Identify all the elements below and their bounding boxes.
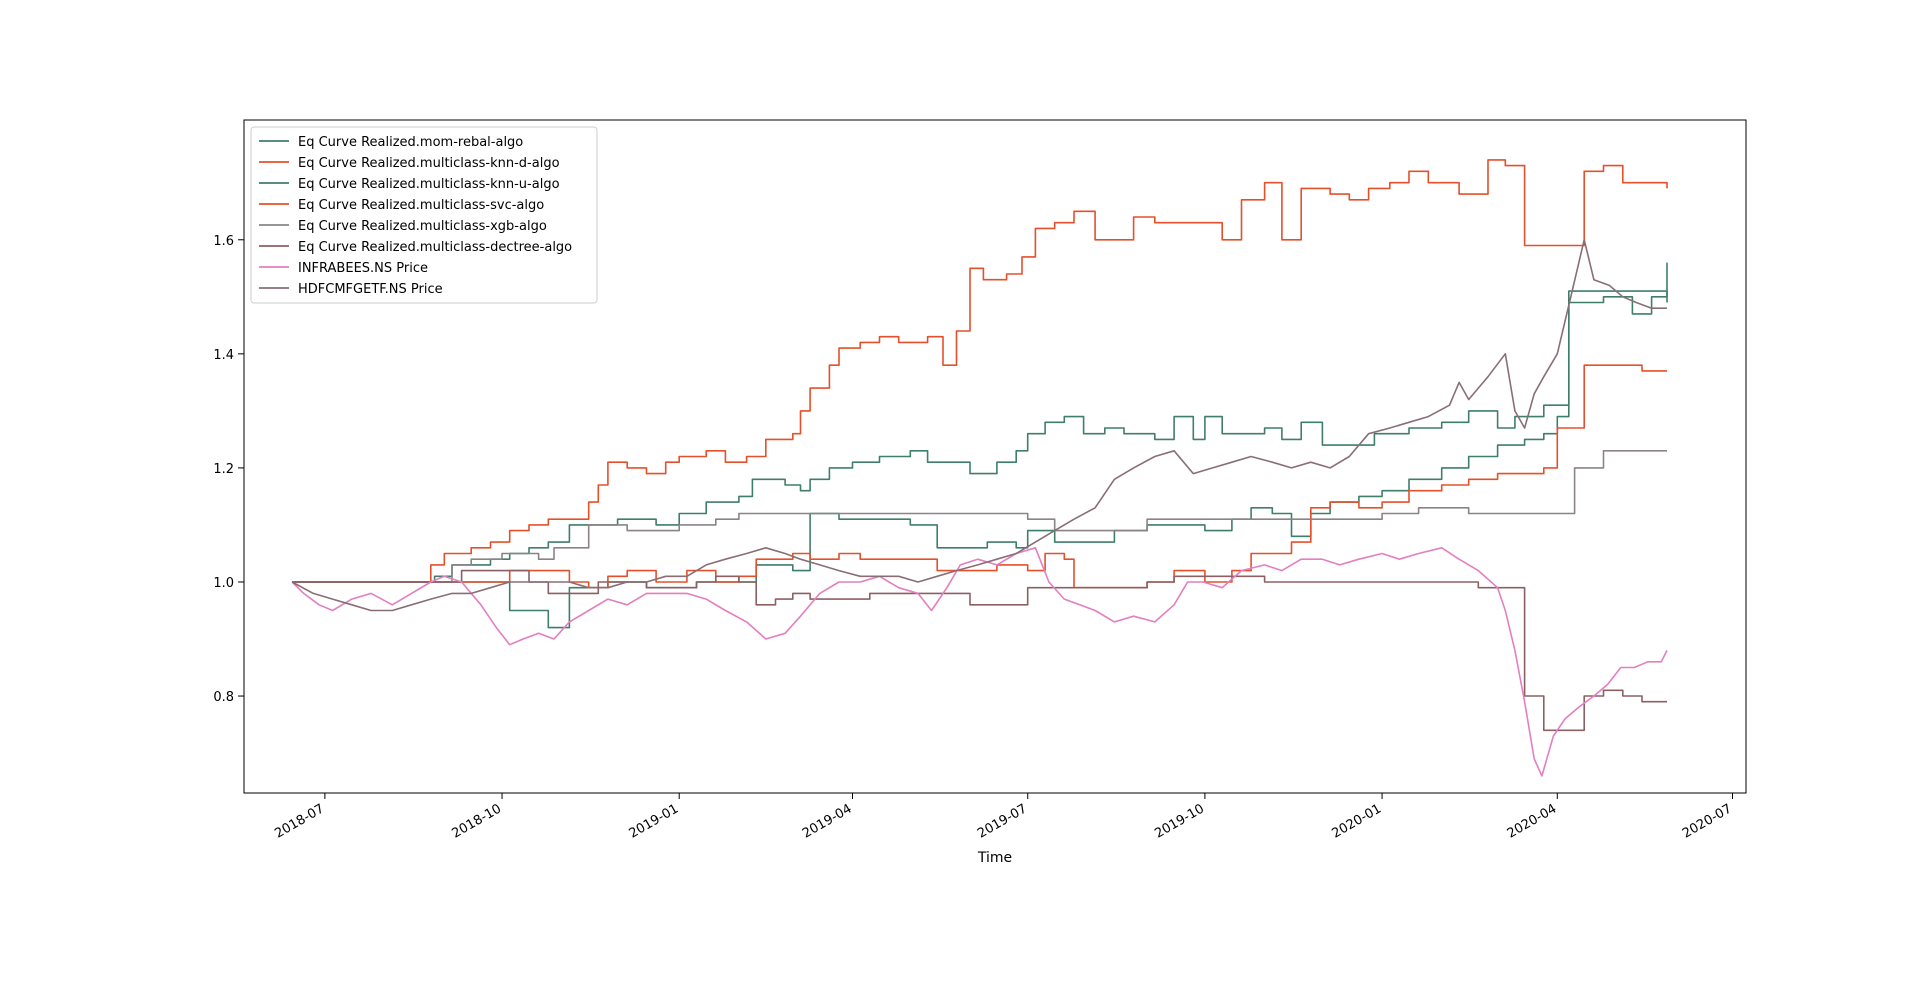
series-line-eq-curve-realized-multiclass-xgb-algo bbox=[292, 450, 1667, 583]
series-line-eq-curve-realized-multiclass-svc-algo bbox=[292, 364, 1667, 589]
x-axis-title: Time bbox=[977, 850, 1012, 866]
plot-frame bbox=[243, 119, 1747, 794]
y-tick-label: 0.8 bbox=[213, 690, 234, 705]
legend: Eq Curve Realized.mom-rebal-algo Eq Curve… bbox=[250, 126, 598, 304]
series-layer bbox=[291, 159, 1668, 777]
legend-label: Eq Curve Realized.multiclass-xgb-algo bbox=[298, 219, 547, 234]
y-tick-label: 1.0 bbox=[213, 576, 234, 591]
legend-label: Eq Curve Realized.multiclass-knn-u-algo bbox=[298, 177, 560, 192]
legend-label: Eq Curve Realized.multiclass-svc-algo bbox=[298, 198, 544, 213]
y-tick-label: 1.2 bbox=[213, 462, 234, 477]
series-line-hdfcmfgetf-ns-price bbox=[291, 239, 1667, 612]
legend-box bbox=[250, 126, 598, 304]
series-line-eq-curve-realized-multiclass-dectree-algo bbox=[292, 569, 1667, 732]
series-line-eq-curve-realized-multiclass-knn-d-algo bbox=[292, 159, 1668, 583]
legend-label: Eq Curve Realized.multiclass-knn-d-algo bbox=[298, 156, 560, 171]
series-line-eq-curve-realized-mom-rebal-algo bbox=[292, 262, 1668, 583]
y-tick-label: 1.6 bbox=[213, 234, 234, 249]
legend-label: HDFCMFGETF.NS Price bbox=[298, 282, 443, 297]
y-axis: 0.8 1.0 1.2 1.4 1.6 bbox=[213, 234, 244, 705]
legend-label: Eq Curve Realized.mom-rebal-algo bbox=[298, 135, 523, 150]
legend-label: Eq Curve Realized.multiclass-dectree-alg… bbox=[298, 240, 572, 255]
legend-label: INFRABEES.NS Price bbox=[298, 261, 428, 276]
y-tick-label: 1.4 bbox=[213, 348, 234, 363]
